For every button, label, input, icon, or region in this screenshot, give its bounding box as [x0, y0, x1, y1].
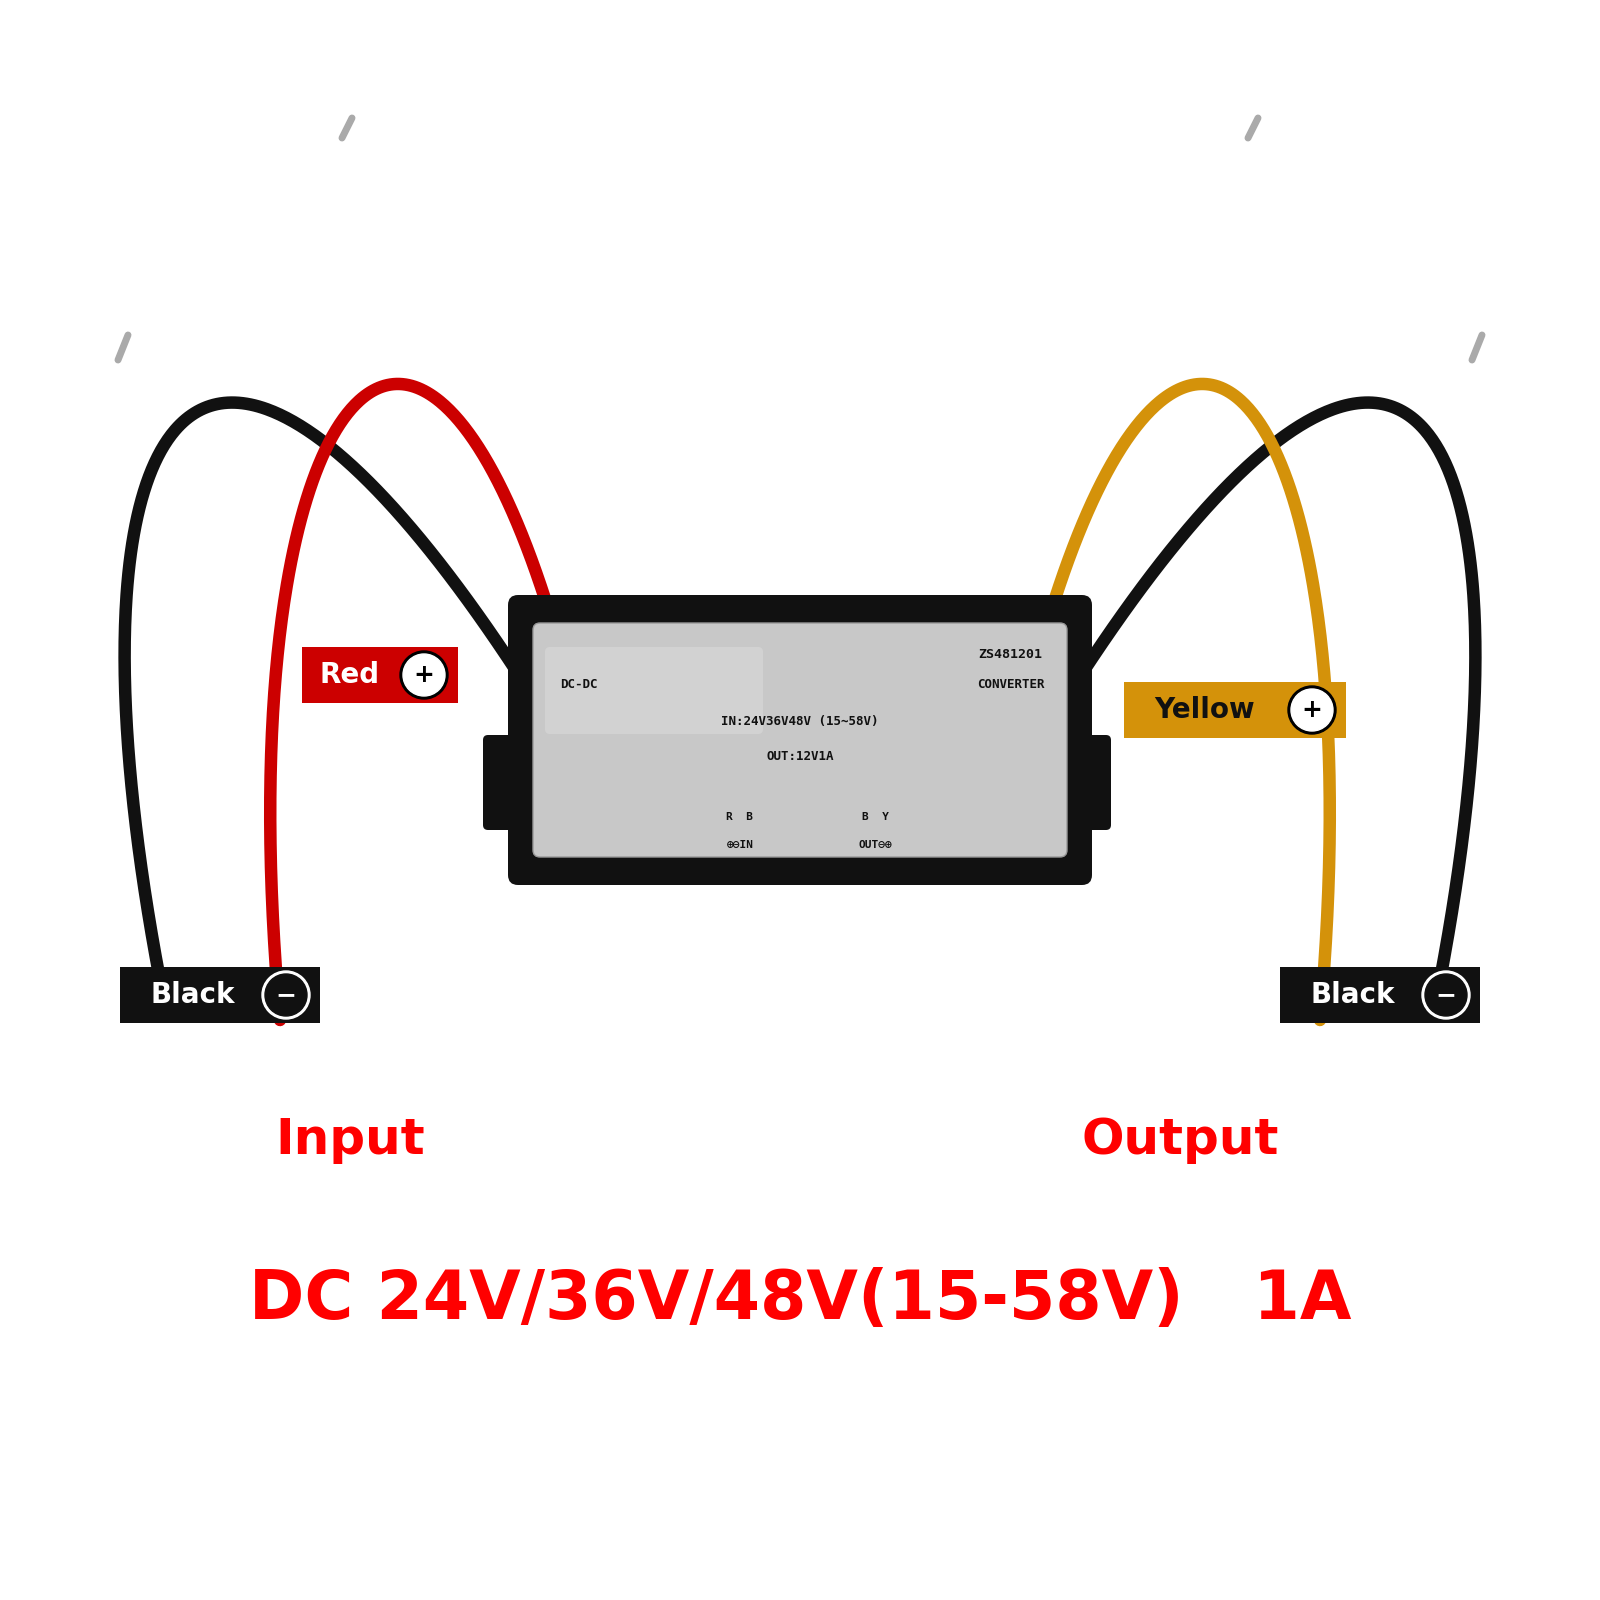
Text: Yellow: Yellow — [1155, 696, 1256, 723]
Circle shape — [1422, 971, 1470, 1019]
Text: Output: Output — [1082, 1117, 1278, 1165]
Text: Black: Black — [1310, 981, 1395, 1010]
Text: ZS481201: ZS481201 — [978, 648, 1042, 661]
FancyBboxPatch shape — [1280, 966, 1480, 1022]
Text: +: + — [413, 662, 435, 686]
Text: ⊕⊖IN: ⊕⊖IN — [726, 840, 754, 850]
Text: −: − — [275, 982, 296, 1006]
FancyBboxPatch shape — [120, 966, 320, 1022]
FancyBboxPatch shape — [302, 646, 458, 702]
Circle shape — [400, 651, 448, 699]
Text: OUT⊖⊕: OUT⊖⊕ — [858, 840, 891, 850]
Text: OUT:12V1A: OUT:12V1A — [766, 750, 834, 763]
Text: Black: Black — [150, 981, 235, 1010]
FancyBboxPatch shape — [1123, 682, 1346, 738]
FancyBboxPatch shape — [533, 622, 1067, 858]
Text: B  Y: B Y — [861, 813, 888, 822]
Circle shape — [403, 654, 445, 696]
Text: Red: Red — [320, 661, 381, 690]
Text: +: + — [1301, 698, 1323, 722]
Text: −: − — [1435, 982, 1456, 1006]
Circle shape — [1291, 690, 1333, 731]
Text: DC-DC: DC-DC — [560, 678, 597, 691]
Text: Input: Input — [275, 1117, 426, 1165]
FancyBboxPatch shape — [483, 734, 531, 830]
Text: DC 24V/36V/48V(15-58V)   1A: DC 24V/36V/48V(15-58V) 1A — [248, 1267, 1352, 1333]
Text: R  B: R B — [726, 813, 754, 822]
Circle shape — [262, 971, 310, 1019]
Circle shape — [1288, 686, 1336, 734]
Circle shape — [1426, 974, 1467, 1016]
Text: IN:24V36V48V (15~58V): IN:24V36V48V (15~58V) — [722, 715, 878, 728]
FancyBboxPatch shape — [1062, 734, 1110, 830]
Text: CONVERTER: CONVERTER — [978, 678, 1045, 691]
FancyBboxPatch shape — [546, 646, 763, 734]
FancyBboxPatch shape — [509, 595, 1093, 885]
Circle shape — [266, 974, 307, 1016]
